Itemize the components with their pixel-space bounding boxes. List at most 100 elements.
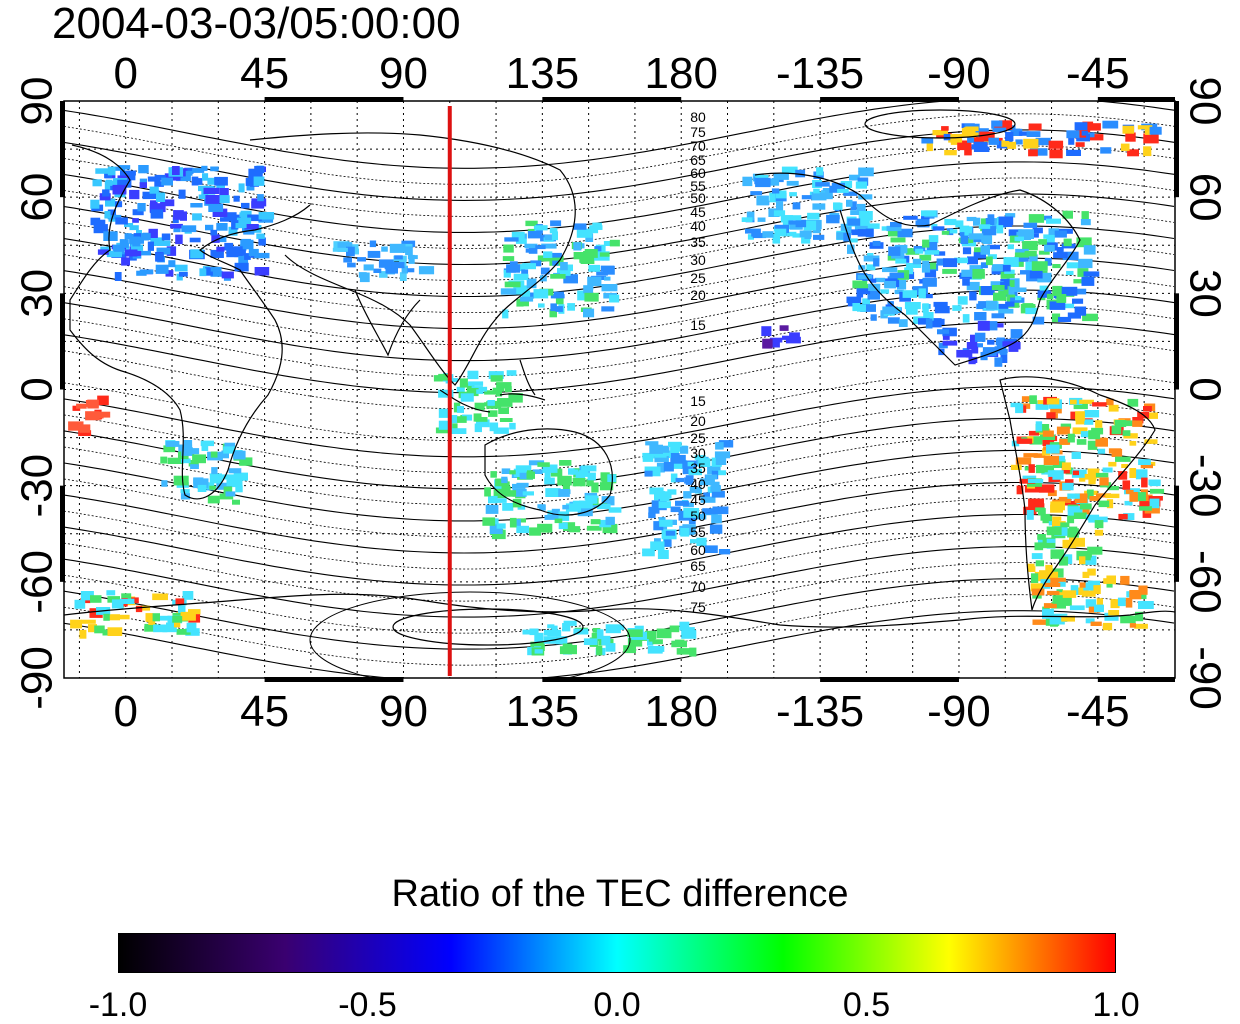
tec-cell [710,485,721,492]
tec-cell [357,257,366,262]
tec-cell [1086,489,1094,500]
tec-cell [1107,486,1119,491]
tec-cell [943,133,951,141]
tec-cell [852,302,861,312]
tec-cell [741,217,753,222]
tec-cell [1043,603,1057,609]
tec-cell [846,199,853,207]
tec-cell [1022,303,1034,312]
tec-cell [111,166,125,171]
tec-cell [1085,599,1097,608]
tec-cell [544,477,555,485]
tec-cell [90,199,100,209]
tec-cell [954,257,968,264]
tec-cell [949,229,958,234]
tec-cell [1037,400,1048,405]
tec-cell [1149,498,1160,509]
tec-cell [138,165,149,174]
tec-cell [1067,493,1080,499]
tec-cell [1001,140,1010,147]
magnetic-latitude-contour [64,337,1175,410]
tec-cell [642,452,656,459]
tec-cell [1033,453,1046,458]
tec-cell [1085,132,1095,138]
tec-cell [513,273,528,281]
tec-cell [551,231,558,241]
tec-cell [408,254,415,264]
contour-label: 40 [690,476,706,492]
tec-cell [132,209,144,216]
tec-cell [1015,248,1029,254]
tec-cell [1050,407,1062,414]
tec-cell [216,223,228,231]
tec-cell [1000,271,1010,279]
tec-cell [955,220,964,228]
tec-cell [1035,400,1049,410]
tec-cell [1028,214,1045,223]
magnetic-latitude-contour [64,273,1175,345]
tec-cell [859,211,873,221]
tec-cell [476,419,490,428]
tec-cell [1031,553,1043,560]
tec-cell [515,239,527,244]
tec-cell [1108,404,1119,412]
tec-cell [79,424,91,433]
tec-cell [801,195,815,200]
tec-cell [247,214,262,222]
tec-cell [1028,149,1038,157]
tec-cell [577,290,586,301]
tec-cell [897,228,913,238]
bottom-axis-tick-label: -90 [927,687,991,736]
tec-cell [93,224,108,234]
tec-cell [680,445,689,454]
tec-cell [765,178,780,186]
tec-cell [118,614,130,620]
tec-cell [547,629,562,637]
tec-cell [1106,499,1114,509]
tec-cell [178,272,188,277]
tec-cell [191,176,199,186]
tec-cell [922,277,937,287]
tec-cell [251,201,265,209]
tec-cell [925,318,933,329]
tec-cell [1037,272,1052,283]
tec-cell [811,192,827,201]
tec-cell [1108,461,1117,467]
tec-cell [991,313,1005,319]
tec-cell [68,421,84,431]
tec-cell [762,338,773,349]
tec-cell [1024,250,1037,257]
tec-cell [1062,539,1077,549]
tec-cell [343,257,352,263]
tec-cell [199,268,207,277]
tec-cell [509,517,517,528]
magnetic-latitude-contour [64,546,1175,618]
tec-cell [1047,490,1057,497]
tec-cell [1011,440,1020,447]
tec-cell [1120,615,1136,624]
tec-cell [1048,228,1059,235]
tec-cell [718,549,731,555]
tec-cell [551,508,560,518]
tec-cell [99,193,111,201]
tec-cell [1015,457,1032,465]
tec-cell [111,599,124,609]
tec-cell [211,467,218,475]
tec-cell [1129,590,1142,600]
tec-cell [1027,478,1044,483]
tec-cell [813,188,820,194]
tec-cell [1034,148,1048,156]
tec-cell [459,378,468,388]
tec-cell [775,190,787,199]
tec-cell [886,225,902,232]
tec-cell [1008,229,1023,237]
magnetic-latitude-contour [64,481,1175,554]
tec-cell [866,223,880,229]
tec-cell [718,440,734,448]
magnetic-latitude-contour [64,465,1175,538]
tec-cell [962,278,970,286]
tec-cell [1023,138,1039,149]
tec-cell [1057,455,1066,462]
tec-cell [682,466,693,475]
tec-cell [555,294,564,305]
